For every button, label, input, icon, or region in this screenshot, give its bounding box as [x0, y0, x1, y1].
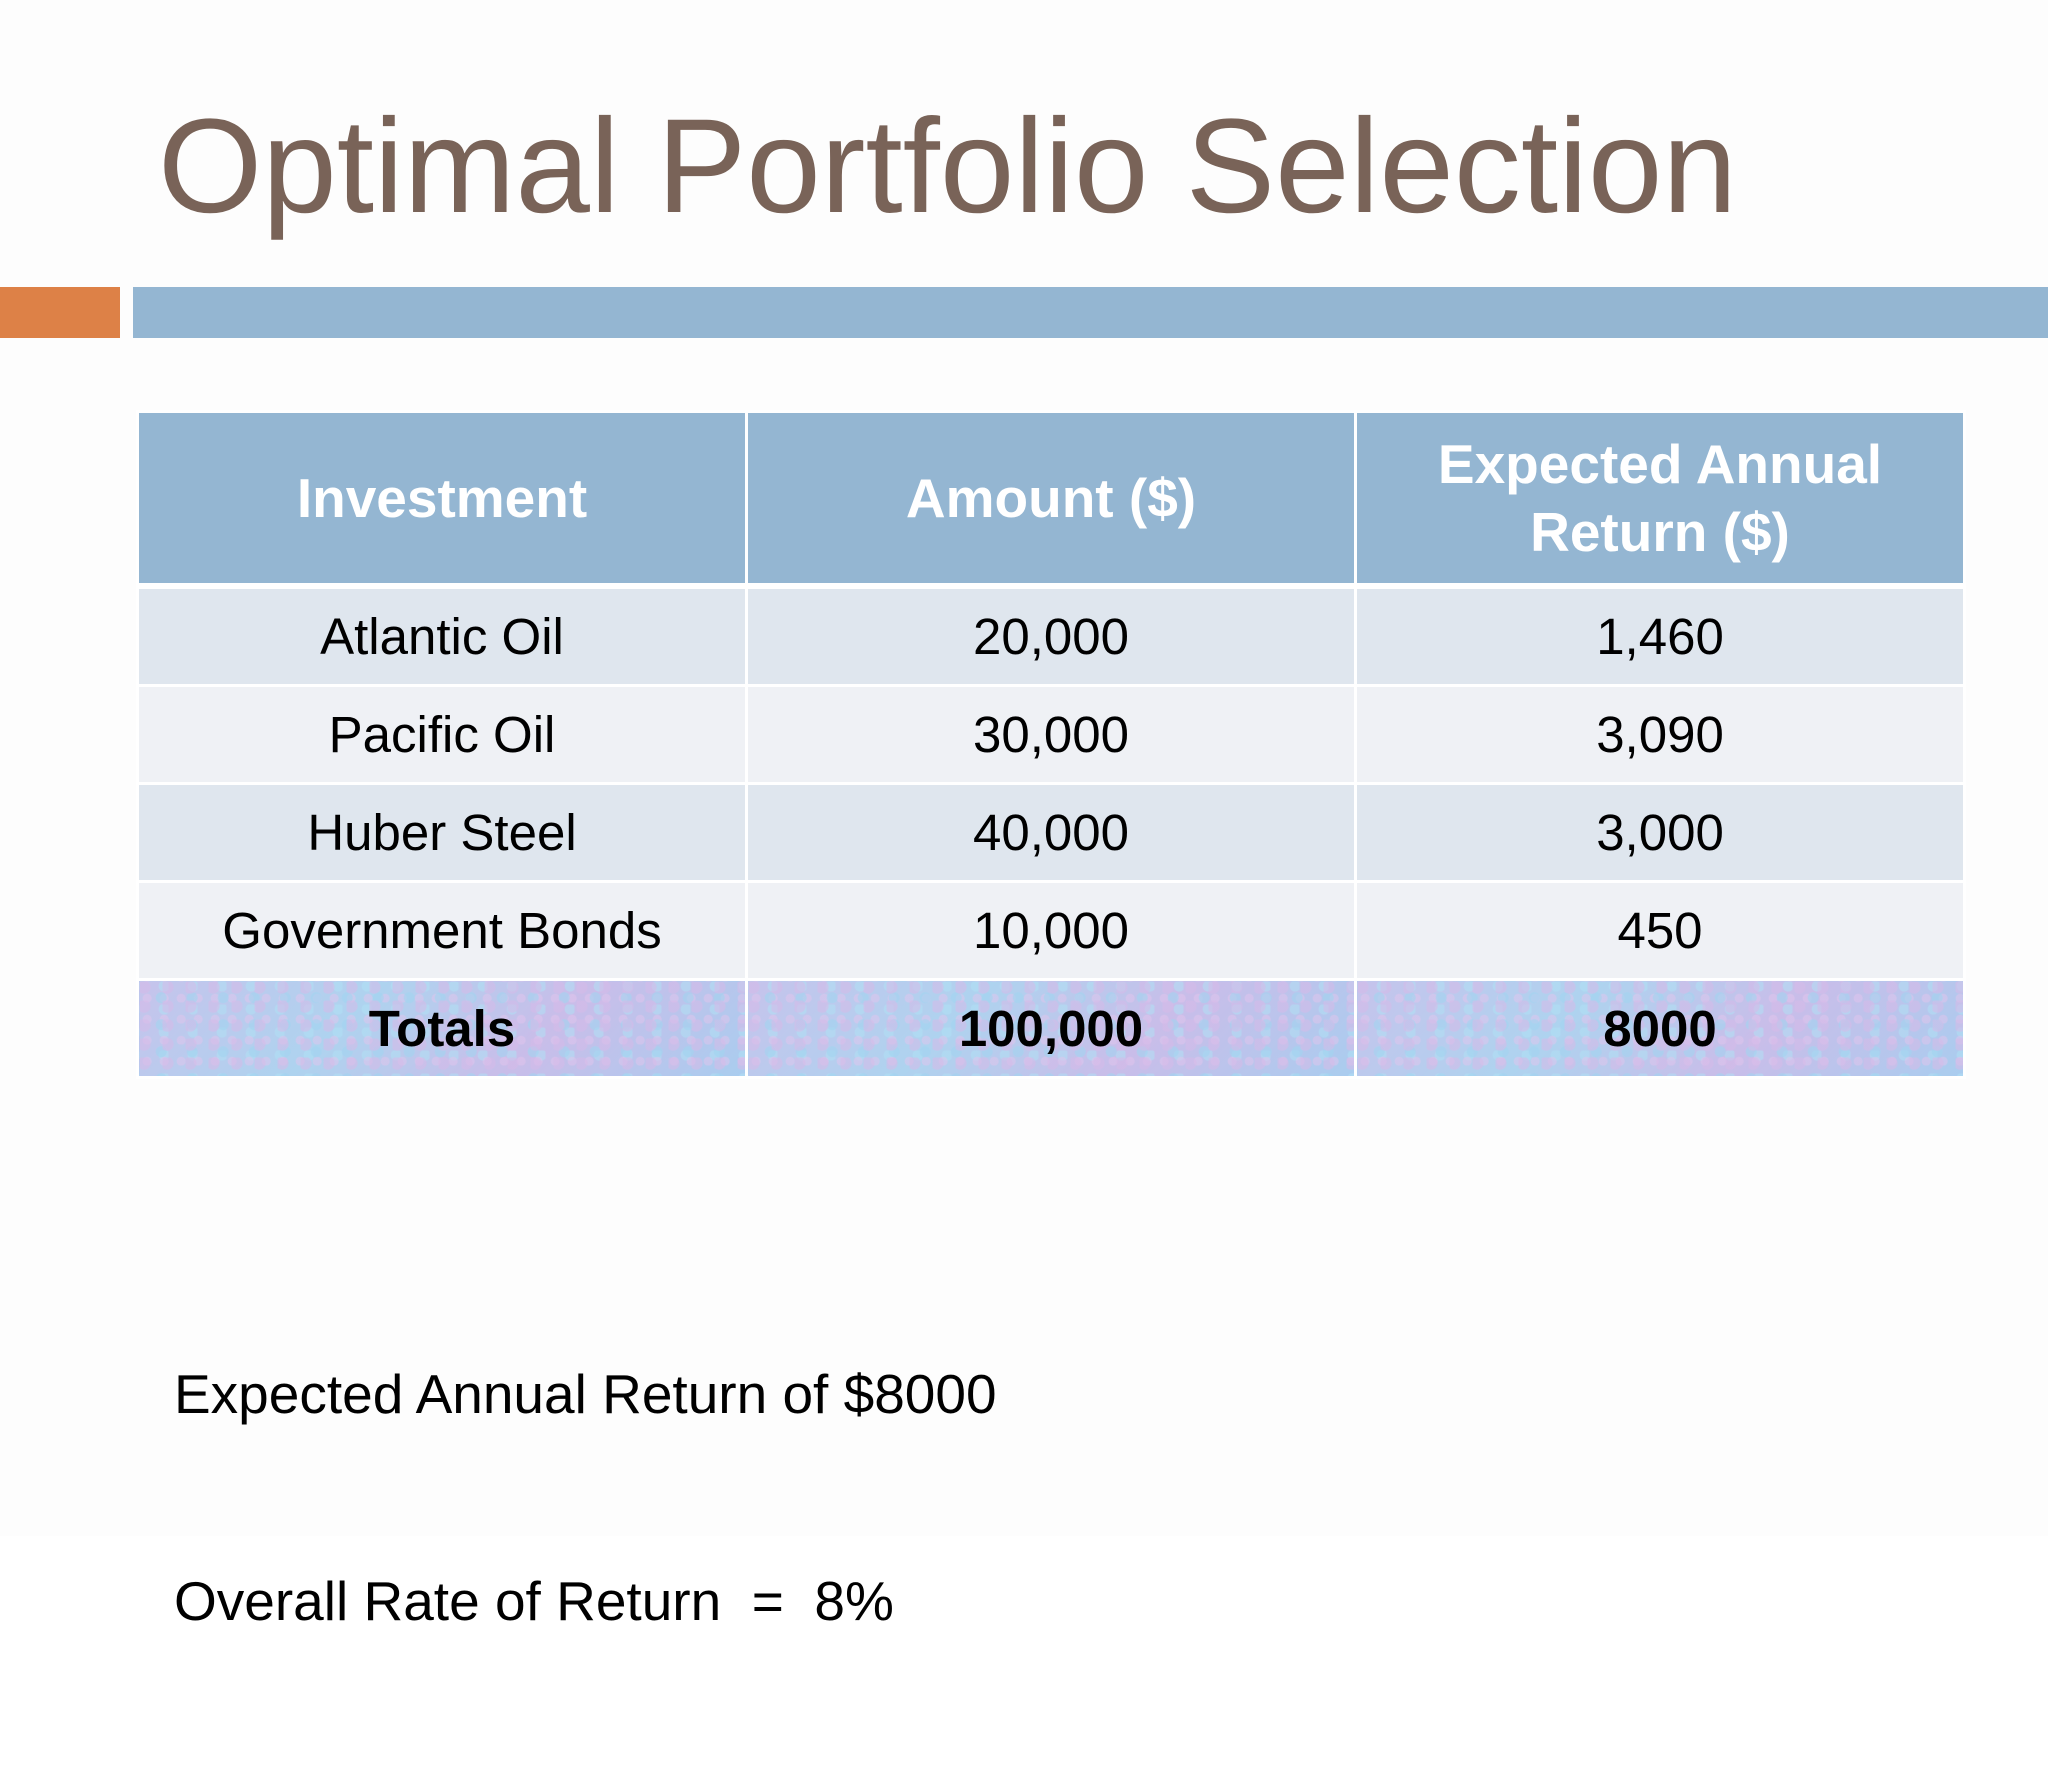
- summary-text: Expected Annual Return of $8000 Overall …: [174, 1222, 997, 1774]
- cell-amount: 10,000: [745, 880, 1357, 981]
- totals-row: Totals 100,000 8000: [136, 978, 1966, 1079]
- totals-return: 8000: [1354, 978, 1966, 1079]
- totals-amount: 100,000: [745, 978, 1357, 1079]
- header-amount: Amount ($): [745, 410, 1357, 588]
- accent-bar-blue: [133, 287, 2048, 338]
- accent-bar-orange: [0, 287, 120, 338]
- cell-return: 3,090: [1354, 684, 1966, 785]
- summary-expected-return: Expected Annual Return of $8000: [174, 1363, 997, 1425]
- summary-rate-of-return: Overall Rate of Return = 8%: [174, 1570, 894, 1632]
- table-header-row: Investment Amount ($) Expected Annual Re…: [136, 410, 1966, 588]
- cell-investment: Pacific Oil: [136, 684, 748, 785]
- slide: Optimal Portfolio Selection Investment A…: [0, 92, 2048, 1632]
- cell-investment: Government Bonds: [136, 880, 748, 981]
- cell-return: 1,460: [1354, 584, 1966, 687]
- slide-title: Optimal Portfolio Selection: [158, 92, 1737, 241]
- cell-amount: 40,000: [745, 782, 1357, 883]
- header-expected-return: Expected Annual Return ($): [1354, 410, 1966, 588]
- table-row: Huber Steel 40,000 3,000: [136, 782, 1966, 883]
- cell-amount: 20,000: [745, 584, 1357, 687]
- cell-return: 3,000: [1354, 782, 1966, 883]
- totals-label: Totals: [136, 978, 748, 1079]
- table-row: Pacific Oil 30,000 3,090: [136, 684, 1966, 785]
- cell-return: 450: [1354, 880, 1966, 981]
- table-row: Government Bonds 10,000 450: [136, 880, 1966, 981]
- cell-amount: 30,000: [745, 684, 1357, 785]
- cell-investment: Huber Steel: [136, 782, 748, 883]
- cell-investment: Atlantic Oil: [136, 584, 748, 687]
- portfolio-table: Investment Amount ($) Expected Annual Re…: [136, 410, 1966, 1079]
- table-row: Atlantic Oil 20,000 1,460: [136, 584, 1966, 687]
- header-investment: Investment: [136, 410, 748, 588]
